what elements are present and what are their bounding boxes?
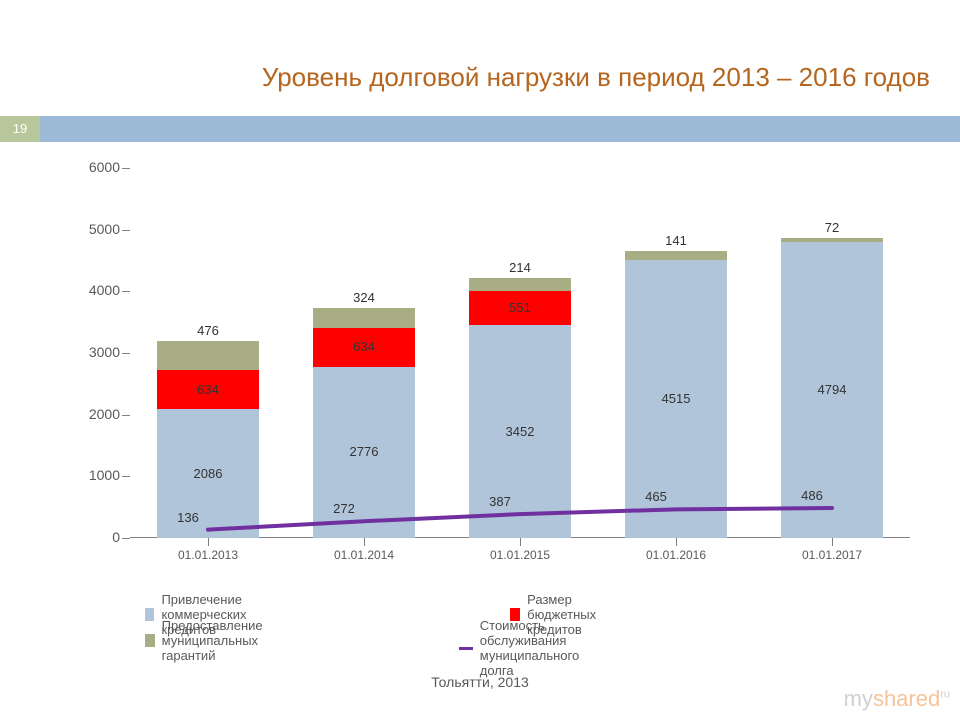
line-value-label: 387 bbox=[489, 494, 511, 509]
x-tick-label: 01.01.2016 bbox=[646, 548, 706, 562]
watermark: mysharedru bbox=[844, 686, 950, 712]
y-tick-label: 4000 bbox=[75, 282, 120, 298]
x-tick-label: 01.01.2013 bbox=[178, 548, 238, 562]
y-tick bbox=[122, 538, 130, 539]
x-tick bbox=[364, 538, 365, 546]
x-tick bbox=[676, 538, 677, 546]
bar-label: 634 bbox=[353, 339, 375, 354]
plot-area: 010002000300040005000600001.01.201320866… bbox=[130, 168, 910, 538]
bar-segment-guarantees bbox=[625, 251, 726, 260]
bar-label: 4794 bbox=[818, 382, 847, 397]
bar-label: 2086 bbox=[194, 466, 223, 481]
line-value-label: 136 bbox=[177, 510, 199, 525]
bar-label: 3452 bbox=[506, 424, 535, 439]
watermark-suffix: ru bbox=[940, 689, 950, 701]
x-tick bbox=[520, 538, 521, 546]
bar-label: 634 bbox=[197, 382, 219, 397]
legend-item-guarantees: Предоставление муниципальных гарантий bbox=[145, 618, 275, 663]
swatch-line bbox=[459, 647, 473, 650]
bar-segment-guarantees bbox=[781, 238, 882, 242]
bar-label: 476 bbox=[197, 323, 219, 338]
y-tick bbox=[122, 476, 130, 477]
watermark-pre: my bbox=[844, 686, 873, 711]
bar-label: 2776 bbox=[350, 444, 379, 459]
bar-segment-guarantees bbox=[313, 308, 414, 328]
y-tick bbox=[122, 353, 130, 354]
y-tick-label: 1000 bbox=[75, 467, 120, 483]
y-tick bbox=[122, 168, 130, 169]
line-value-label: 465 bbox=[645, 489, 667, 504]
divider-bar bbox=[40, 116, 960, 142]
chart: 010002000300040005000600001.01.201320866… bbox=[60, 168, 920, 568]
legend-label: Стоимость обслуживания муниципального до… bbox=[480, 618, 600, 678]
y-tick-label: 3000 bbox=[75, 344, 120, 360]
page-title: Уровень долговой нагрузки в период 2013 … bbox=[262, 62, 930, 93]
swatch-guarantees bbox=[145, 634, 155, 647]
bar-label: 324 bbox=[353, 290, 375, 305]
x-tick bbox=[832, 538, 833, 546]
watermark-accent: shared bbox=[873, 686, 940, 711]
bar-label: 214 bbox=[509, 260, 531, 275]
bar-label: 72 bbox=[825, 220, 839, 235]
y-tick bbox=[122, 291, 130, 292]
page-number-badge: 19 bbox=[0, 116, 40, 142]
y-tick-label: 6000 bbox=[75, 159, 120, 175]
y-tick bbox=[122, 415, 130, 416]
bar-label: 141 bbox=[665, 233, 687, 248]
bar-label: 4515 bbox=[662, 391, 691, 406]
y-tick-label: 0 bbox=[75, 529, 120, 545]
header-divider: 19 bbox=[0, 116, 960, 142]
bar-segment-guarantees bbox=[469, 278, 570, 291]
line-value-label: 272 bbox=[333, 501, 355, 516]
x-tick-label: 01.01.2017 bbox=[802, 548, 862, 562]
x-tick-label: 01.01.2015 bbox=[490, 548, 550, 562]
y-tick-label: 2000 bbox=[75, 406, 120, 422]
x-tick-label: 01.01.2014 bbox=[334, 548, 394, 562]
line-value-label: 486 bbox=[801, 488, 823, 503]
x-tick bbox=[208, 538, 209, 546]
legend-item-line: Стоимость обслуживания муниципального до… bbox=[459, 618, 599, 678]
y-tick bbox=[122, 230, 130, 231]
y-tick-label: 5000 bbox=[75, 221, 120, 237]
bar-segment-guarantees bbox=[157, 341, 258, 370]
bar-label: 551 bbox=[509, 300, 531, 315]
footer-text: Тольятти, 2013 bbox=[0, 674, 960, 690]
legend-label: Предоставление муниципальных гарантий bbox=[162, 618, 275, 663]
